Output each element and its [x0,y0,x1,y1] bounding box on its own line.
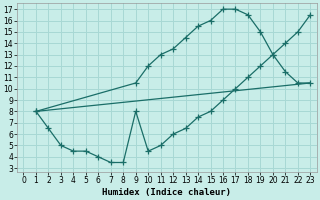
X-axis label: Humidex (Indice chaleur): Humidex (Indice chaleur) [102,188,231,197]
